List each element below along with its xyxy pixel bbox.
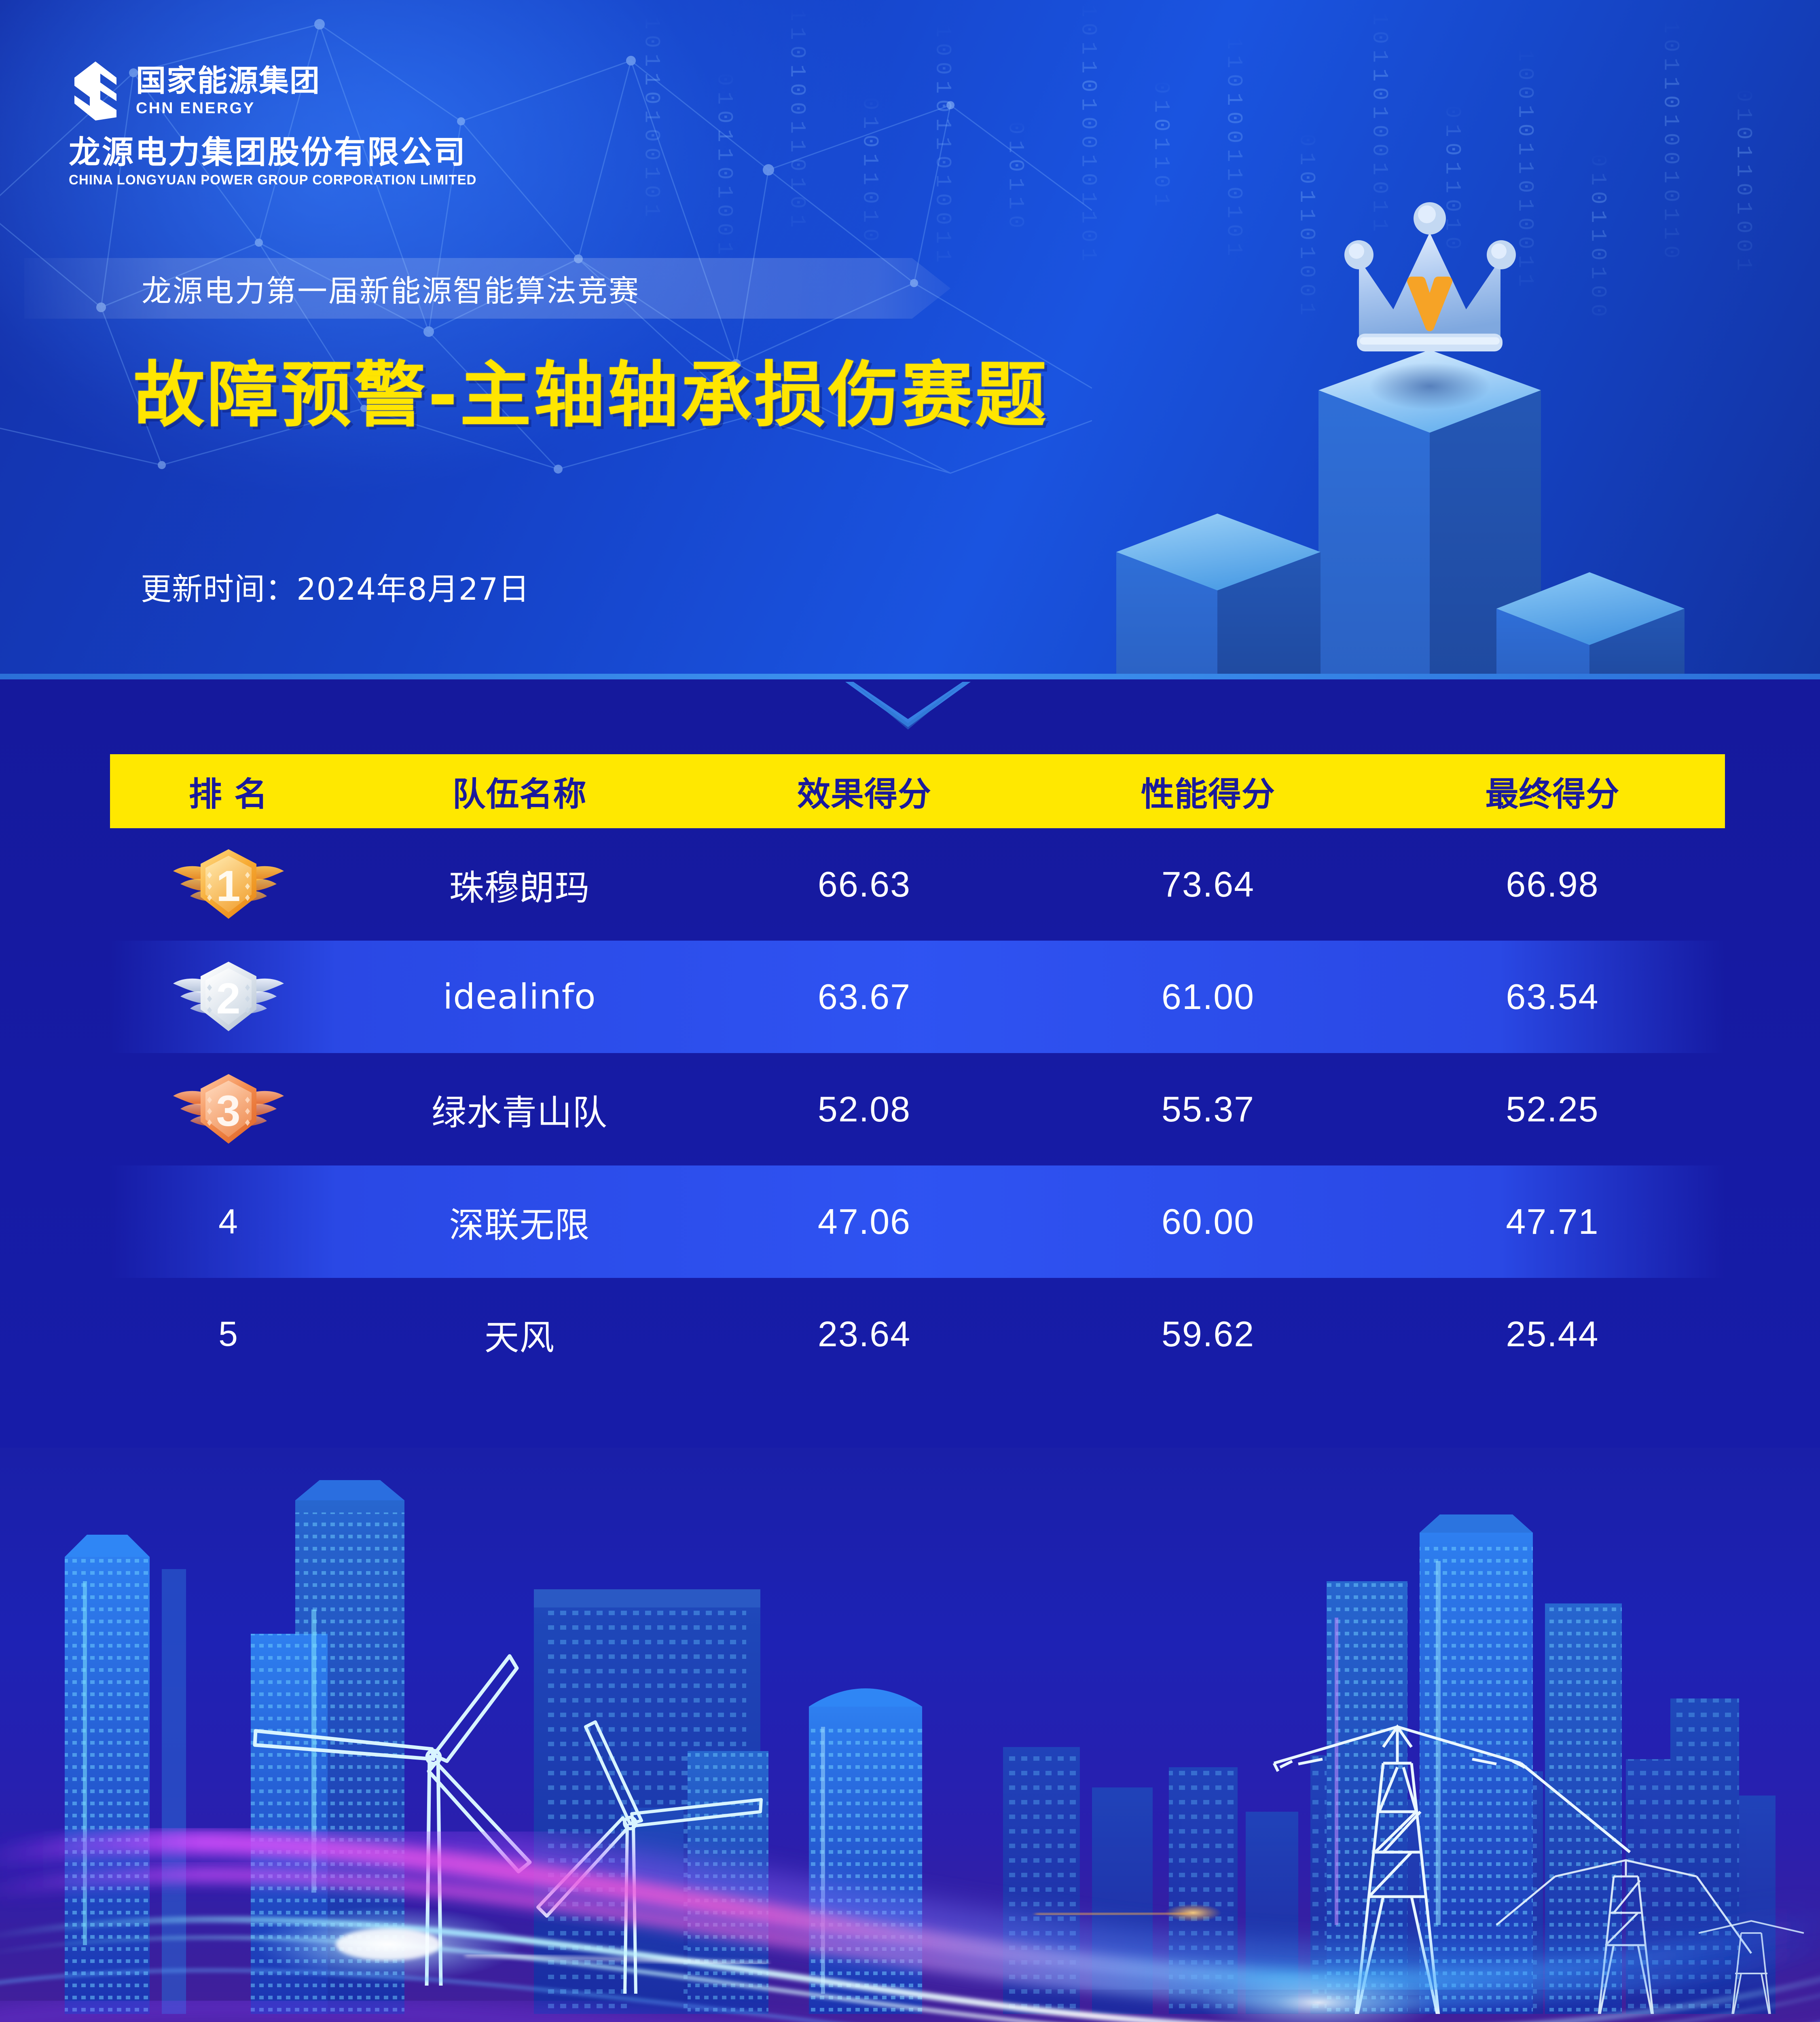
page-title: 故障预警-主轴轴承损伤赛题	[133, 354, 1049, 437]
team-name: idealinfo	[443, 977, 596, 1017]
column-header-team: 队伍名称	[452, 775, 587, 814]
crown-v-mark	[1407, 277, 1452, 331]
svg-text:1: 1	[216, 861, 241, 910]
effect-score: 66.63	[817, 864, 911, 904]
final-score: 66.98	[1506, 864, 1599, 904]
column-header-final: 最终得分	[1485, 775, 1620, 814]
team-name: 天风	[484, 1317, 555, 1358]
svg-text:3: 3	[216, 1086, 241, 1135]
final-score: 25.44	[1506, 1314, 1599, 1354]
performance-score: 61.00	[1161, 977, 1255, 1017]
performance-score: 73.64	[1161, 864, 1255, 904]
svg-text:010110100: 010110100	[1585, 154, 1610, 323]
bronze-medal-icon: 3	[173, 1074, 284, 1144]
rank-cell: 3	[110, 1071, 347, 1148]
final-score: 63.54	[1506, 977, 1599, 1017]
table-header-row: 排 名 队伍名称 效果得分 性能得分 最终得分	[110, 754, 1725, 828]
effect-score: 47.06	[817, 1201, 911, 1242]
table-row: 3 绿水青山队 52.08 55.37 52.25	[110, 1053, 1725, 1165]
svg-text:2: 2	[216, 974, 241, 1023]
svg-text:0101101001: 0101101001	[1294, 133, 1319, 321]
rank-number: 5	[218, 1314, 238, 1354]
light-streaks-icon	[0, 1814, 1820, 2022]
performance-score: 60.00	[1161, 1201, 1255, 1242]
group-name-en: CHN ENERGY	[136, 99, 256, 117]
table-row: 4 深联无限 47.06 60.00 47.71	[110, 1165, 1725, 1278]
competition-subtitle-banner: 龙源电力第一届新能源智能算法竞赛	[24, 258, 950, 319]
group-name-cn: 国家能源集团	[136, 63, 320, 98]
svg-text:1001011010011: 1001011010011	[1513, 49, 1537, 292]
column-header-performance: 性能得分	[1141, 775, 1275, 814]
company-name-cn: 龙源电力集团股份有限公司	[69, 134, 467, 171]
leaderboard-body: 排 名 队伍名称 效果得分 性能得分 最终得分	[0, 679, 1820, 1448]
competition-subtitle: 龙源电力第一届新能源智能算法竞赛	[142, 273, 640, 309]
final-score: 52.25	[1506, 1089, 1599, 1129]
table-row: 1 珠穆朗玛 66.63 73.64 66.98	[110, 828, 1725, 941]
svg-text:10110100101101: 10110100101101	[1076, 4, 1100, 267]
poster-footer-scene	[0, 1448, 1820, 2022]
rank-number: 4	[218, 1202, 238, 1241]
svg-text:101101001011: 101101001011	[1367, 12, 1392, 237]
team-name: 珠穆朗玛	[449, 867, 590, 908]
column-header-rank: 排 名	[188, 775, 268, 814]
table-row: 5 天风 23.64 59.62 25.44	[110, 1278, 1725, 1390]
effect-score: 63.67	[817, 977, 911, 1017]
update-time: 更新时间：2024年8月27日	[141, 571, 530, 607]
svg-text:010110: 010110	[1003, 121, 1028, 234]
chn-energy-logo-icon	[74, 61, 116, 121]
brand-logo-block: 国家能源集团 CHN ENERGY 龙源电力集团股份有限公司 CHINA LON…	[69, 61, 489, 187]
svg-text:01011010: 01011010	[1440, 105, 1464, 255]
svg-text:0101101001: 0101101001	[1731, 89, 1756, 277]
svg-text:0101101: 0101101	[1149, 81, 1173, 212]
binary-rain-icon: 10110100101 0101101001 110100110101 0101…	[639, 4, 1756, 323]
svg-text:10110100101: 10110100101	[639, 16, 664, 222]
final-score: 47.71	[1506, 1201, 1599, 1242]
table-row: 2 idealinfo 63.67 61.00 63.54	[110, 941, 1725, 1053]
performance-score: 55.37	[1161, 1089, 1255, 1129]
rank-cell: 5	[110, 1314, 347, 1354]
team-name: 深联无限	[449, 1205, 590, 1246]
gold-medal-icon: 1	[173, 849, 284, 919]
chevron-down-icon	[845, 682, 971, 730]
rank-cell: 2	[110, 958, 347, 1035]
company-name-en: CHINA LONGYUAN POWER GROUP CORPORATION L…	[69, 172, 477, 188]
rank-cell: 1	[110, 846, 347, 923]
header-glow	[0, 0, 768, 526]
podium-crown-icon	[1116, 202, 1685, 679]
column-header-effect: 效果得分	[797, 775, 931, 814]
effect-score: 52.08	[817, 1089, 911, 1129]
svg-text:110100110101: 110100110101	[1221, 36, 1246, 262]
header-divider	[0, 674, 1820, 679]
network-pattern-icon	[0, 19, 1092, 474]
poster-header: 10110100101 0101101001 110100110101 0101…	[0, 0, 1820, 679]
silver-medal-icon: 2	[173, 962, 284, 1031]
effect-score: 23.64	[817, 1314, 911, 1354]
svg-text:110100110101: 110100110101	[785, 8, 809, 233]
performance-score: 59.62	[1161, 1314, 1255, 1354]
svg-text:1001011010011: 1001011010011	[930, 24, 955, 268]
svg-text:0101101001: 0101101001	[712, 73, 736, 260]
svg-text:1011010010110: 1011010010110	[1658, 20, 1683, 264]
team-name: 绿水青山队	[432, 1092, 607, 1133]
leaderboard-table: 排 名 队伍名称 效果得分 性能得分 最终得分	[110, 754, 1725, 1390]
rank-cell: 4	[110, 1202, 347, 1242]
svg-text:01011010: 01011010	[857, 97, 882, 247]
